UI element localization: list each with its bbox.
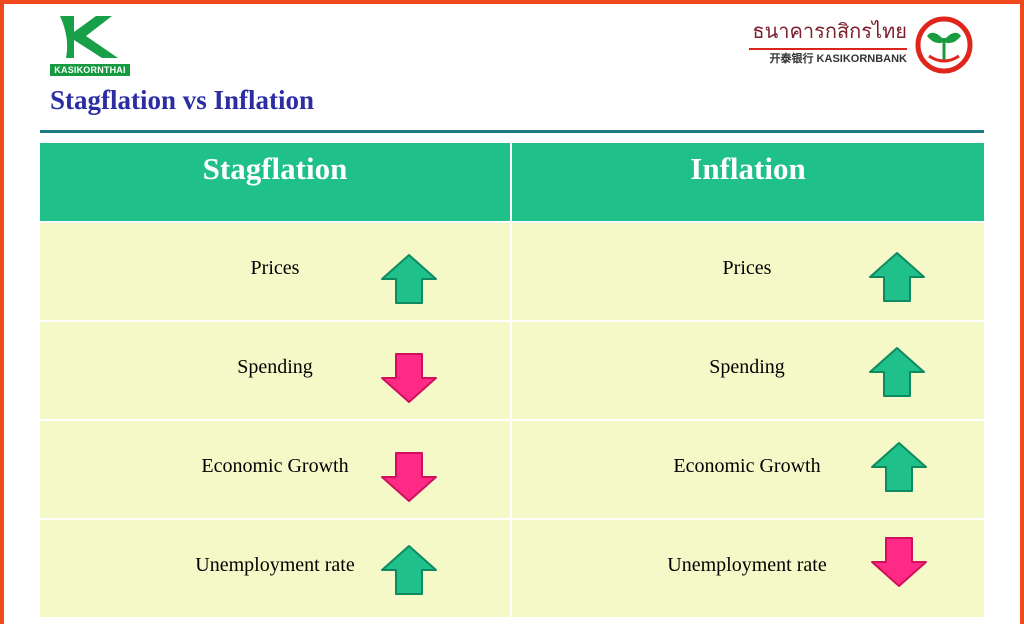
column-header-label: Inflation: [690, 151, 806, 186]
kasikorn-k-icon: [60, 16, 118, 58]
indicator-label: Economic Growth: [201, 455, 349, 477]
indicator-label: Unemployment rate: [667, 554, 827, 576]
arrow-up-icon: [381, 545, 437, 595]
table-cell: Spending: [40, 322, 510, 419]
arrow-down-icon: [381, 452, 437, 502]
table-cell: Unemployment rate: [40, 520, 510, 617]
arrow-up-icon: [869, 347, 925, 397]
arrow-up-icon: [381, 254, 437, 304]
indicator-label: Economic Growth: [673, 455, 821, 477]
table-cell: Prices: [512, 223, 984, 320]
bank-name-english: 开泰银行 KASIKORNBANK: [769, 53, 908, 65]
page-title: Stagflation vs Inflation: [50, 85, 315, 115]
indicator-label: Spending: [709, 356, 785, 378]
kasikornthai-label: KASIKORNTHAI: [50, 64, 130, 76]
column-header-label: Stagflation: [202, 151, 348, 186]
arrow-up-icon: [871, 442, 927, 492]
arrow-down-icon: [381, 353, 437, 403]
table-cell: Economic Growth: [40, 421, 510, 518]
table-cell: Economic Growth: [512, 421, 984, 518]
kasikornbank-logo: ธนาคารกสิกรไทย 开泰银行 KASIKORNBANK: [745, 14, 977, 74]
table-cell: Unemployment rate: [512, 520, 984, 617]
indicator-label: Prices: [250, 257, 300, 279]
column-header-stagflation: Stagflation: [40, 143, 510, 221]
kasikorn-rice-plant-emblem-icon: [915, 16, 973, 74]
indicator-label: Prices: [722, 257, 772, 279]
title-underline: [40, 130, 984, 133]
kasikornthai-logo: KASIKORNTHAI: [50, 14, 130, 76]
logo-divider: [749, 48, 907, 50]
table-cell: Prices: [40, 223, 510, 320]
arrow-up-icon: [869, 252, 925, 302]
table-cell: Spending: [512, 322, 984, 419]
indicator-label: Spending: [237, 356, 313, 378]
arrow-down-icon: [871, 537, 927, 587]
bank-name-thai: ธนาคารกสิกรไทย: [752, 19, 907, 43]
column-header-inflation: Inflation: [512, 143, 984, 221]
indicator-label: Unemployment rate: [195, 554, 355, 576]
